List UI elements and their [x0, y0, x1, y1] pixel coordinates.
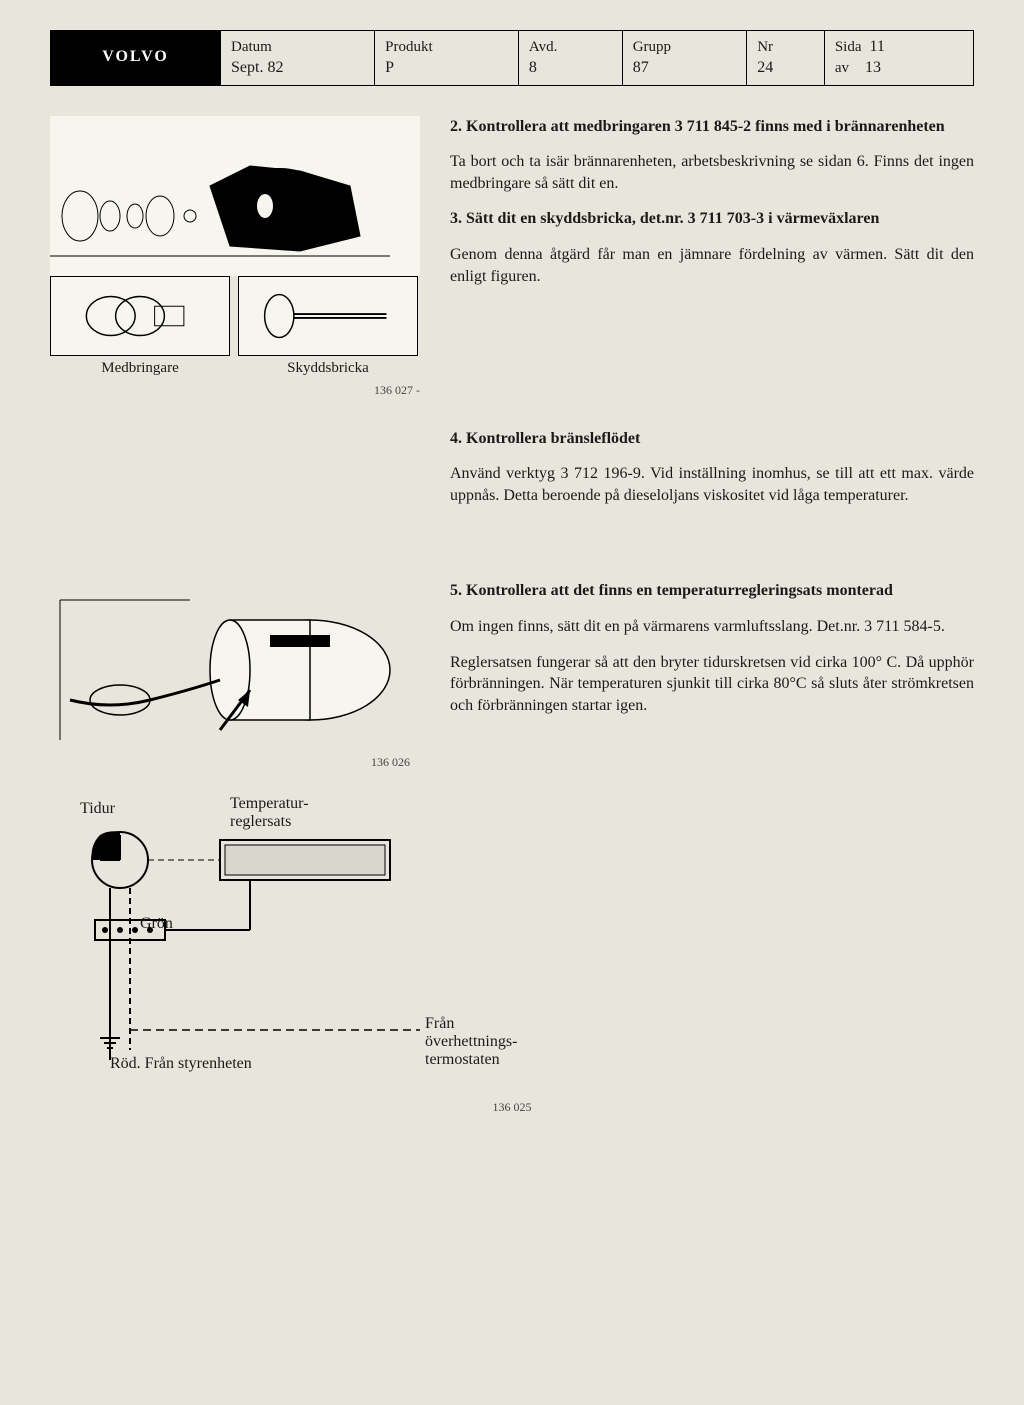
figure-skyddsbricka-label: Skyddsbricka — [238, 360, 418, 377]
nr-cell: Nr 24 — [747, 31, 825, 86]
figure1-number: 136 027 - — [50, 383, 420, 398]
section5-title: 5. Kontrollera att det finns en temperat… — [450, 580, 974, 602]
volvo-logo-cell: VOLVO — [51, 31, 221, 86]
figure-skyddsbricka — [238, 276, 418, 356]
section5-body2: Reglersatsen fungerar så att den bryter … — [450, 652, 974, 717]
av-value: 13 — [865, 59, 881, 76]
grupp-label: Grupp — [633, 39, 671, 55]
figure-burner-assembly — [50, 116, 420, 276]
sida-value: 11 — [870, 38, 885, 55]
figure2-number: 136 026 — [371, 755, 410, 770]
diagram-number: 136 025 — [50, 1100, 974, 1115]
section3-title: 3. Sätt dit en skyddsbricka, det.nr. 3 7… — [450, 208, 974, 230]
avd-label: Avd. — [529, 39, 557, 55]
section4-title: 4. Kontrollera bränsleflödet — [450, 428, 974, 450]
produkt-cell: Produkt P — [375, 31, 519, 86]
nr-label: Nr — [757, 39, 773, 55]
sida-label: Sida — [835, 39, 862, 55]
section3-body: Genom denna åtgärd får man en jämnare fö… — [450, 244, 974, 287]
diagram-tidur-label: Tidur — [80, 800, 115, 818]
header-table: VOLVO Datum Sept. 82 Produkt P Avd. 8 Gr… — [50, 30, 974, 86]
section4-body: Använd verktyg 3 712 196-9. Vid inställn… — [450, 463, 974, 506]
diagram-temperatur-label: Temperatur- reglersats — [230, 795, 309, 831]
produkt-value: P — [385, 59, 394, 76]
avd-cell: Avd. 8 — [518, 31, 622, 86]
datum-value: Sept. 82 — [231, 59, 283, 76]
figure-medbringare-label: Medbringare — [50, 360, 230, 377]
avd-value: 8 — [529, 59, 537, 76]
figure-medbringare — [50, 276, 230, 356]
av-label: av — [835, 60, 849, 76]
produkt-label: Produkt — [385, 39, 433, 55]
grupp-cell: Grupp 87 — [622, 31, 746, 86]
sida-cell: Sida 11 av 13 — [824, 31, 973, 86]
section5-body1: Om ingen finns, sätt dit en på värmarens… — [450, 616, 974, 638]
diagram-rod-label: Röd. Från styrenheten — [110, 1055, 252, 1073]
grupp-value: 87 — [633, 59, 649, 76]
section-2-3: Medbringare Skyddsbricka 136 027 - 2. K — [50, 116, 974, 398]
section2-body: Ta bort och ta isär brännarenheten, arbe… — [450, 151, 974, 194]
wiring-diagram: Tidur Temperatur- reglersats Grön Röd. F… — [50, 800, 550, 1080]
diagram-gron-label: Grön — [140, 915, 173, 933]
datum-cell: Datum Sept. 82 — [221, 31, 375, 86]
section-4: 4. Kontrollera bränsleflödet Använd verk… — [50, 428, 974, 521]
datum-label: Datum — [231, 39, 272, 55]
section-5: 136 026 5. Kontrollera att det finns en … — [50, 580, 974, 770]
figure-heater: 136 026 — [50, 580, 420, 770]
diagram-overheating-label: Från överhettnings- termostaten — [425, 1015, 550, 1069]
section2-title: 2. Kontrollera att medbringaren 3 711 84… — [450, 116, 974, 138]
nr-value: 24 — [757, 59, 773, 76]
